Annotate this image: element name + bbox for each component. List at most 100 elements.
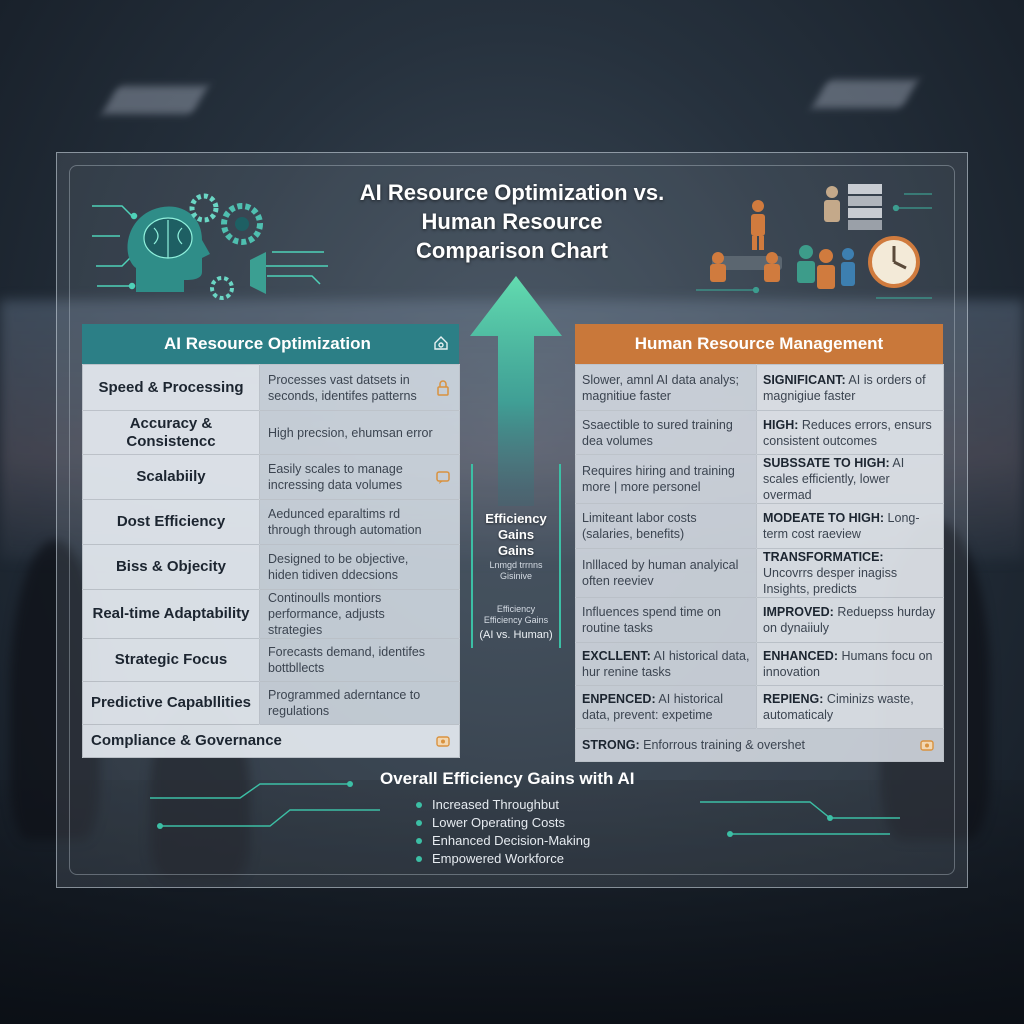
table-row: Slower, amnl AI data analys; magnitiue f… — [575, 364, 944, 411]
hr-rating-text: Long-term cost raeview — [763, 511, 920, 541]
head-icon — [127, 206, 210, 292]
chart-title: AI Resource Optimization vs. Human Resou… — [340, 178, 684, 265]
list-item: Lower Operating Costs — [414, 814, 590, 832]
ai-row-label: Predictive Capabllities — [82, 681, 260, 725]
ai-row-label: Speed & Processing — [82, 364, 260, 411]
home-gear-icon — [434, 336, 448, 350]
efficiency-gains-label: Efficiency Gains Gains — [476, 511, 556, 559]
hr-row-right: SUBSSATE TO HIGH: AI scales efficiently,… — [756, 454, 944, 504]
efficiency-sub-label: Lnmgd trrnns Gisinive — [476, 560, 556, 582]
hr-row-left: Requires hiring and training more | more… — [575, 454, 757, 504]
ai-row-label: Biss & Objecity — [82, 544, 260, 590]
ai-row-desc: Designed to be objective, hiden tidiven … — [259, 544, 460, 590]
hr-row-left: Inlllaced by human analyical often reevi… — [575, 548, 757, 598]
hr-column-header: Human Resource Management — [575, 324, 943, 364]
person-icon — [841, 248, 855, 286]
title-line: Human Resource — [421, 209, 603, 234]
table-row: Limiteant labor costs (salaries, benefit… — [575, 503, 944, 549]
hr-row-right: TRANSFORMATICE: Uncovrrs desper inagiss … — [756, 548, 944, 598]
efficiency-sub-line: Efficiency — [496, 604, 536, 614]
title-line: AI Resource Optimization vs. — [359, 180, 665, 205]
hr-row-right: IMPROVED: Reduepss hurday on dynaiiuly — [756, 597, 944, 643]
person-icon — [824, 186, 840, 222]
ceiling-light — [101, 86, 209, 114]
hr-row-right: SIGNIFICANT: AI is orders of magnigiue f… — [756, 364, 944, 411]
hr-rating-text: Uncovrrs desper inagiss Insights, predic… — [763, 566, 898, 596]
efficiency-sub-line: Efficiency Gains — [483, 615, 549, 625]
ai-row-desc-text: Processes vast datsets in seconds, ident… — [268, 372, 417, 403]
hr-row-left: Ssaectible to sured training dea volumes — [575, 410, 757, 455]
hr-rating-text: Reduces errors, ensurs consistent outcom… — [763, 417, 932, 448]
table-row: Real-time Adaptability Continoulls monti… — [82, 589, 460, 639]
title-line: Comparison Chart — [416, 238, 608, 263]
hr-rating-text: Ciminizs waste, automaticaly — [763, 692, 914, 722]
hr-rating: STRONG: — [582, 738, 640, 752]
team-meeting-icon — [710, 252, 782, 282]
hr-rating-text: AI is orders of magnigiue faster — [763, 372, 926, 403]
hr-row-left: EXCLLENT: AI historical data, hur renine… — [575, 642, 757, 686]
hr-rating: TRANSFORMATICE: — [763, 550, 884, 564]
hr-rating-text: Reduepss hurday on dynaiiuly — [763, 605, 936, 635]
hr-row-left: Influences spend time on routine tasks — [575, 597, 757, 643]
comparison-note: (AI vs. Human) — [479, 629, 553, 641]
megaphone-icon — [250, 252, 266, 294]
lock-icon — [437, 379, 449, 396]
ai-row-desc: High precsion, ehumsan error — [259, 410, 460, 455]
hr-rating: SIGNIFICANT: — [763, 372, 846, 387]
table-row: Compliance & Governance — [82, 724, 460, 758]
hr-row-left: ENPENCED: AI historical data, prevent: e… — [575, 685, 757, 729]
hr-row-full: STRONG: Enforrous training & overshet — [575, 728, 944, 762]
ai-row-desc-text: Easily scales to manage incressing data … — [268, 462, 403, 492]
hr-rating: ENHANCED: — [763, 649, 838, 663]
ceiling-light — [811, 80, 919, 108]
ai-row-desc: Processes vast datsets in seconds, ident… — [259, 364, 460, 411]
badge-icon — [436, 736, 450, 747]
list-item: Increased Throughbut — [414, 796, 590, 814]
table-row: ENPENCED: AI historical data, prevent: e… — [575, 685, 944, 729]
hr-rating-text: Humans focu on innovation — [763, 649, 933, 679]
hr-rating: ENPENCED: — [582, 692, 656, 706]
hr-rating-text: AI historical data, hur renine tasks — [582, 649, 750, 679]
ai-row-label: Scalabiily — [82, 454, 260, 500]
arrow-up-icon — [470, 276, 562, 506]
clock-icon — [868, 236, 920, 288]
efficiency-sub-label: Efficiency Efficiency Gains — [476, 604, 556, 626]
hr-rating: HIGH: — [763, 417, 799, 432]
efficiency-line: Gains — [497, 527, 535, 542]
hr-row-left: Limiteant labor costs (salaries, benefit… — [575, 503, 757, 549]
list-item: Empowered Workforce — [414, 850, 590, 868]
table-row: Ssaectible to sured training dea volumes… — [575, 410, 944, 455]
hr-rating-text: AI historical data, prevent: expetime — [582, 692, 724, 722]
efficiency-sub-line: Lnmgd trrnns — [489, 560, 543, 570]
hr-row-right: REPIENG: Ciminizs waste, automaticaly — [756, 685, 944, 729]
efficiency-line: Efficiency — [485, 511, 547, 526]
hr-rating: SUBSSATE TO HIGH: — [763, 456, 890, 470]
ai-row-desc: Aedunced eparaltims rd through through a… — [259, 499, 460, 545]
chat-icon — [436, 471, 450, 484]
hr-rating: REPIENG: — [763, 692, 824, 706]
hr-rating: EXCLLENT: — [582, 649, 651, 663]
gear-icon — [221, 203, 263, 245]
hr-table: Slower, amnl AI data analys; magnitiue f… — [575, 364, 944, 762]
table-row: Speed & Processing Processes vast datset… — [82, 364, 460, 411]
person-icon — [817, 249, 835, 289]
ai-row-desc: Programmed aderntance to regulations — [259, 681, 460, 725]
hr-header-label: Human Resource Management — [634, 334, 884, 353]
people-workflow-illustration — [696, 184, 932, 299]
badge-icon — [920, 740, 934, 751]
person-icon — [797, 245, 815, 283]
ai-row-label: Strategic Focus — [82, 638, 260, 682]
ai-row-desc: Continoulls montiors performance, adjust… — [259, 589, 460, 639]
ai-row-label: Dost Efficiency — [82, 499, 260, 545]
hr-rating: MODEATE TO HIGH: — [763, 511, 885, 525]
ai-row-label: Real-time Adaptability — [82, 589, 260, 639]
table-row: Predictive Capabllities Programmed adern… — [82, 681, 460, 725]
table-row: Accuracy & Consistencc High precsion, eh… — [82, 410, 460, 455]
table-row: Requires hiring and training more | more… — [575, 454, 944, 504]
efficiency-line: Gains — [497, 543, 535, 558]
table-row: EXCLLENT: AI historical data, hur renine… — [575, 642, 944, 686]
table-row: STRONG: Enforrous training & overshet — [575, 728, 944, 762]
hr-row-right: ENHANCED: Humans focu on innovation — [756, 642, 944, 686]
gear-hub — [235, 217, 249, 231]
hr-row-right: MODEATE TO HIGH: Long-term cost raeview — [756, 503, 944, 549]
